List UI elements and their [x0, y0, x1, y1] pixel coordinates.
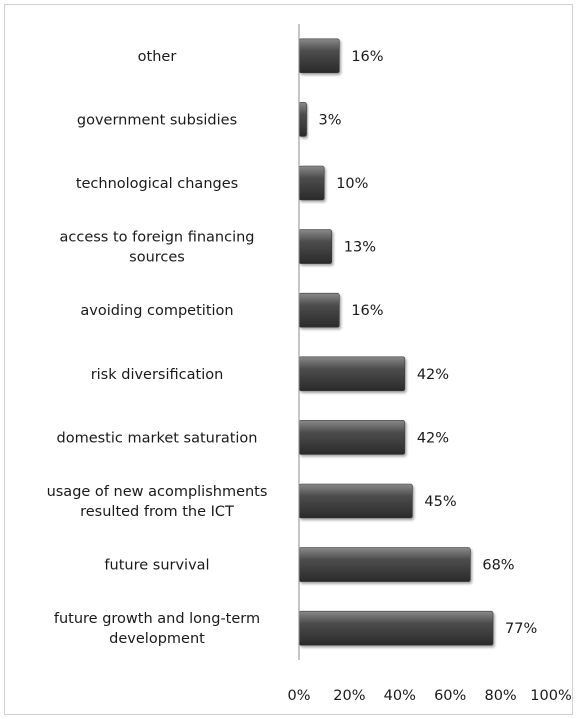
bar-future-growth-and-long-term-development	[298, 610, 494, 646]
x-tick-label-100: 100%	[530, 688, 571, 704]
value-label-other: 16%	[351, 49, 383, 65]
category-label-avoiding-competition: avoiding competition	[80, 303, 233, 319]
x-tick-label-60: 60%	[434, 688, 466, 704]
bar-usage-of-new-acomplishments-resulted-from-the-ict	[298, 483, 413, 519]
category-label-other: other	[138, 49, 177, 65]
value-label-avoiding-competition: 16%	[351, 303, 383, 319]
category-label-access-to-foreign-financing-sources: access to foreign financing sources	[60, 230, 255, 266]
chart-frame	[4, 4, 573, 715]
value-labels: 16% 3% 10% 13% 16% 42% 42% 45% 68% 77%	[319, 49, 538, 637]
category-label-risk-diversification: risk diversification	[91, 367, 224, 383]
bar-access-to-foreign-financing-sources	[298, 229, 333, 264]
value-label-domestic-market-saturation: 42%	[417, 430, 449, 446]
x-axis-tick-labels: 0% 20% 40% 60% 80% 100%	[287, 688, 571, 704]
value-label-future-growth-and-long-term-development: 77%	[505, 621, 537, 637]
bar-domestic-market-saturation	[298, 420, 406, 455]
value-label-future-survival: 68%	[482, 558, 514, 574]
bar-technological-changes	[298, 165, 325, 201]
bar-other	[298, 38, 340, 74]
value-label-access-to-foreign-financing-sources: 13%	[344, 240, 376, 256]
bar-risk-diversification	[298, 356, 406, 392]
x-tick-label-80: 80%	[484, 688, 516, 704]
bar-future-survival	[298, 547, 471, 582]
value-label-technological-changes: 10%	[336, 176, 368, 192]
category-label-domestic-market-saturation: domestic market saturation	[57, 430, 258, 446]
value-label-usage-of-new-acomplishments-resulted-from-the-ict: 45%	[424, 494, 456, 510]
value-label-government-subsidies: 3%	[319, 112, 342, 128]
category-label-technological-changes: technological changes	[76, 176, 238, 192]
category-label-government-subsidies: government subsidies	[77, 112, 237, 128]
category-labels: other government subsidies technological c…	[47, 49, 268, 647]
x-tick-label-20: 20%	[333, 688, 365, 704]
bar-avoiding-competition	[298, 292, 340, 328]
x-tick-label-0: 0%	[287, 688, 310, 704]
x-tick-label-40: 40%	[384, 688, 416, 704]
bar-government-subsidies	[298, 102, 307, 137]
category-label-future-growth-and-long-term-development: future growth and long-term development	[54, 611, 260, 647]
bars-layer	[298, 38, 494, 646]
value-label-risk-diversification: 42%	[417, 367, 449, 383]
category-label-future-survival: future survival	[104, 558, 209, 574]
category-label-usage-of-new-acomplishments-resulted-from-the-ict: usage of new acomplishments resulted from…	[47, 484, 268, 520]
